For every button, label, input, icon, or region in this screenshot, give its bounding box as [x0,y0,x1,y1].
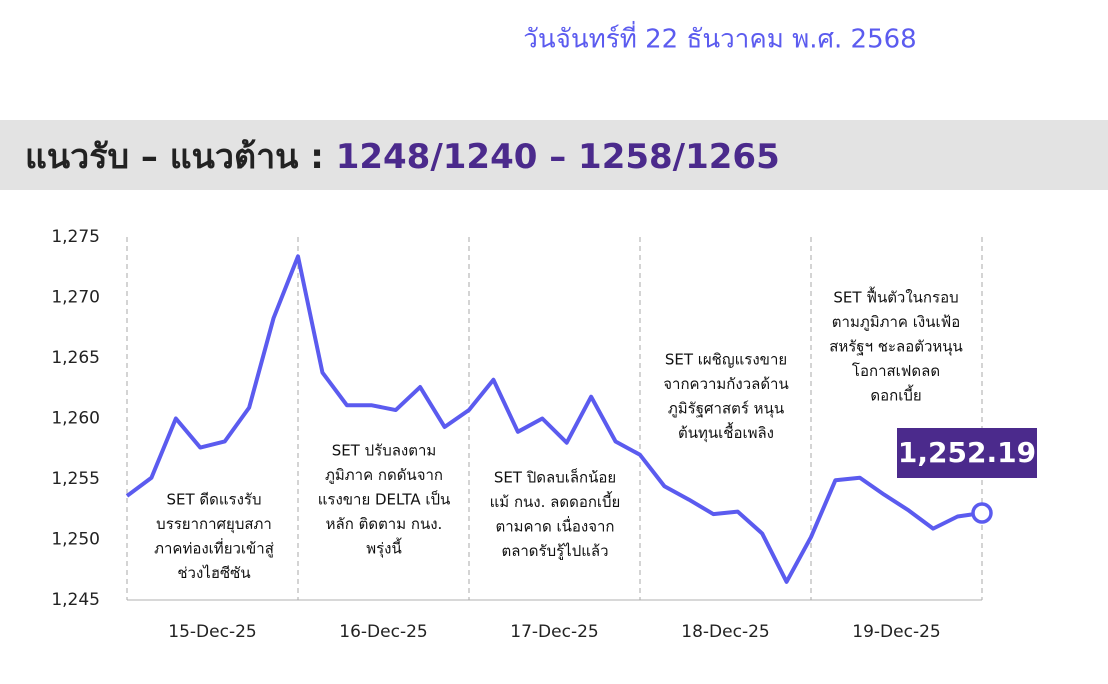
title-label: แนวรับ – แนวต้าน : [25,137,336,177]
y-tick-label: 1,255 [51,469,100,489]
annotation: แม้ กนง. ลดดอกเบี้ย [490,491,621,511]
annotation: SET ปิดลบเล็กน้อย [494,468,616,487]
annotation: ตามภูมิภาค เงินเฟ้อ [832,313,960,331]
x-tick-label: 18-Dec-25 [681,622,769,642]
x-tick-label: 16-Dec-25 [339,622,427,642]
y-tick-label: 1,265 [51,348,100,368]
annotation: ตลาดรับรู้ไปแล้ว [501,542,608,560]
title: แนวรับ – แนวต้าน : 1248/1240 – 1258/1265 [25,137,780,177]
annotation: แรงขาย DELTA เป็น [318,490,451,509]
value-label: 1,252.19 [898,436,1036,469]
y-tick-label: 1,245 [51,590,100,610]
y-tick-label: 1,270 [51,288,100,308]
x-tick-label: 19-Dec-25 [852,622,940,642]
price-line [125,254,983,584]
annotation: SET ปรับลงตาม [332,442,437,460]
y-tick-label: 1,260 [51,409,100,429]
annotation: บรรยากาศยุบสภา [156,515,272,534]
annotation: ภูมิภาค กดดันจาก [325,466,443,484]
annotation: จากความกังวลด้าน [663,375,789,393]
annotation: โอกาสเฟดลด [852,362,940,380]
value-label-box [897,428,1037,478]
x-tick-label: 15-Dec-25 [168,622,256,642]
y-tick-label: 1,250 [51,530,100,550]
annotation: SET ฟื้นตัวในกรอบ [833,287,958,307]
y-tick-label: 1,275 [51,227,100,247]
annotation: ช่วงไฮซีซัน [177,564,250,582]
annotation: ต้นทุนเชื้อเพลิง [678,422,774,443]
annotation: หลัก ติดตาม กนง. [326,515,443,533]
annotation: SET เผชิญแรงขาย [665,351,787,369]
title-band [0,120,1108,190]
x-tick-label: 17-Dec-25 [510,622,598,642]
last-point [971,502,993,524]
date: วันจันทร์ที่ 22 ธันวาคม พ.ศ. 2568 [523,21,916,55]
title-levels: 1248/1240 – 1258/1265 [336,137,780,177]
annotation: ภาคท่องเที่ยวเข้าสู่ [154,538,274,558]
annotation: SET ดีดแรงรับ [166,491,261,509]
annotation: ดอกเบี้ย [870,385,921,405]
annotation: ภูมิรัฐศาสตร์ หนุน [668,400,784,419]
annotation: ตามคาด เนื่องจาก [495,516,614,536]
annotation: พรุ่งนี้ [366,538,402,559]
annotation: สหรัฐฯ ชะลอตัวหนุน [829,338,963,357]
